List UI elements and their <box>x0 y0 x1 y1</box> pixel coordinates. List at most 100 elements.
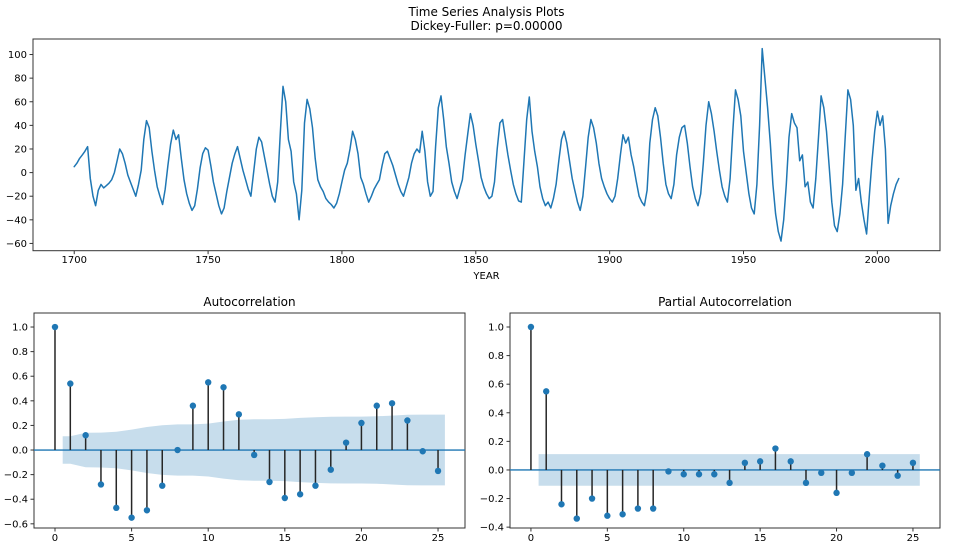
marker-dot <box>588 495 596 502</box>
marker-dot <box>312 482 319 489</box>
y-tick-label: 0 <box>21 168 27 179</box>
marker-dot <box>818 469 825 477</box>
marker-dot <box>665 468 672 475</box>
marker-dot <box>543 388 550 395</box>
y-tick-label: 80 <box>14 74 27 85</box>
x-tick-label: 1850 <box>463 255 488 266</box>
marker-dot <box>527 323 535 331</box>
marker-dot <box>97 481 105 488</box>
y-tick-label: 0.4 <box>488 408 504 419</box>
marker-dot <box>604 512 611 519</box>
y-tick-label: −0.4 <box>480 523 504 534</box>
marker-dot <box>649 505 657 512</box>
acf-markers <box>51 323 442 521</box>
y-tick-label: 0.2 <box>12 421 28 432</box>
marker-dot <box>756 458 764 465</box>
acf-spines <box>33 312 466 529</box>
marker-dot <box>879 462 886 469</box>
y-tick-label: −60 <box>6 239 27 250</box>
marker-dot <box>802 479 810 487</box>
marker-dot <box>51 323 59 331</box>
y-tick-label: −0.4 <box>4 495 28 506</box>
x-tick-label: 5 <box>604 533 610 544</box>
marker-dot <box>772 445 779 452</box>
marker-dot <box>143 507 151 514</box>
y-tick-label: 60 <box>14 97 27 108</box>
x-tick-label: 0 <box>528 533 534 544</box>
marker-dot <box>833 489 840 497</box>
y-tick-label: 0.6 <box>12 372 28 383</box>
y-tick-label: 0.4 <box>12 396 28 407</box>
x-tick-label: 25 <box>907 533 920 544</box>
x-tick-label: 10 <box>677 533 690 544</box>
x-tick-label: 20 <box>830 533 843 544</box>
y-tick-label: −20 <box>6 192 27 203</box>
marker-dot <box>373 402 380 409</box>
acf-title: Autocorrelation <box>203 295 296 309</box>
y-tick-label: −40 <box>6 215 27 226</box>
marker-dot <box>741 459 749 467</box>
pacf-title: Partial Autocorrelation <box>658 295 792 309</box>
marker-dot <box>619 511 626 518</box>
x-tick-label: 15 <box>278 533 291 544</box>
timeseries-spines <box>32 38 941 252</box>
y-tick-label: 0.2 <box>488 437 504 448</box>
marker-dot <box>67 380 74 387</box>
marker-dot <box>358 419 365 427</box>
y-tick-label: 20 <box>14 144 27 155</box>
marker-dot <box>863 451 871 458</box>
marker-dot <box>634 505 642 512</box>
marker-dot <box>128 514 135 521</box>
marker-dot <box>558 501 565 508</box>
y-tick-label: 0.0 <box>488 465 504 476</box>
x-tick-label: 1900 <box>597 255 622 266</box>
marker-dot <box>388 400 396 407</box>
marker-dot <box>848 469 856 477</box>
timeseries-line <box>73 47 900 242</box>
x-tick-label: 1800 <box>329 255 354 266</box>
y-tick-label: 0.6 <box>488 380 504 391</box>
y-tick-label: −0.6 <box>4 519 28 530</box>
y-tick-label: 1.0 <box>488 323 504 334</box>
marker-dot <box>281 494 289 502</box>
x-tick-label: 25 <box>432 533 445 544</box>
marker-dot <box>787 458 794 465</box>
x-tick-label: 10 <box>202 533 215 544</box>
marker-dot <box>235 411 243 418</box>
pacf-spines <box>509 312 941 529</box>
marker-dot <box>205 379 212 386</box>
y-tick-label: −0.2 <box>480 494 504 505</box>
figure-title-line1: Time Series Analysis Plots <box>408 5 565 19</box>
y-tick-label: 40 <box>14 121 27 132</box>
x-tick-label: 1950 <box>731 255 756 266</box>
marker-dot <box>159 482 166 489</box>
marker-dot <box>711 471 718 478</box>
marker-dot <box>342 439 350 446</box>
timeseries-xlabel: YEAR <box>473 271 500 282</box>
pacf-axes: 0 5 10 15 20 25 1.0 0.8 0.6 0.4 0.2 0.0 −0.2 −0.4 <box>480 312 941 544</box>
marker-dot <box>419 448 426 455</box>
x-tick-label: 15 <box>754 533 767 544</box>
x-tick-label: 2000 <box>865 255 890 266</box>
marker-dot <box>113 504 120 512</box>
y-tick-label: 1.0 <box>12 323 28 334</box>
x-tick-label: 0 <box>52 533 58 544</box>
x-tick-label: 1700 <box>62 255 87 266</box>
marker-dot <box>680 471 687 478</box>
marker-dot <box>296 491 304 498</box>
marker-dot <box>250 451 258 459</box>
figure-title: Time Series Analysis Plots Dickey-Fuller… <box>33 5 940 33</box>
y-tick-label: 0.8 <box>488 351 504 362</box>
marker-dot <box>695 471 703 478</box>
pacf-markers <box>527 323 917 522</box>
marker-dot <box>909 459 917 467</box>
figure-title-line2: Dickey-Fuller: p=0.00000 <box>410 19 563 33</box>
acf-axes: 0 5 10 15 20 25 1.0 0.8 0.6 0.4 0.2 0.0 −0.2 −0.4 −0.6 <box>4 312 466 544</box>
marker-dot <box>726 479 733 487</box>
y-tick-label: 0.8 <box>12 347 28 358</box>
x-tick-label: 1750 <box>195 255 220 266</box>
marker-dot <box>220 384 227 391</box>
y-tick-label: 100 <box>8 50 27 61</box>
